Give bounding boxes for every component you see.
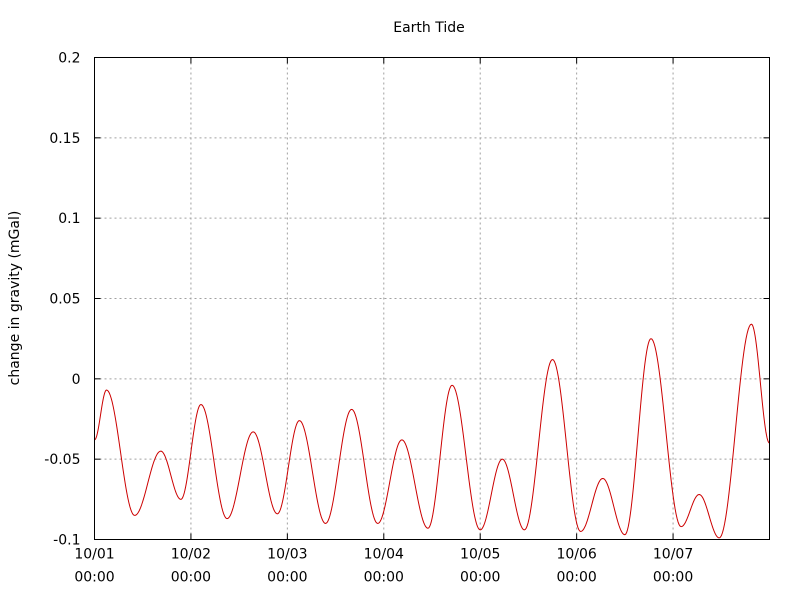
y-tick-label: -0.05 <box>44 452 80 468</box>
y-tick-label: 0.2 <box>58 51 80 67</box>
x-tick-label-date: 10/06 <box>556 547 596 563</box>
x-tick-label-time: 00:00 <box>171 570 211 586</box>
x-tick-label-time: 00:00 <box>267 570 307 586</box>
y-tick-label: 0.05 <box>49 292 80 308</box>
chart-title: Earth Tide <box>393 20 465 36</box>
x-tick-label-date: 10/05 <box>460 547 500 563</box>
x-tick-label-time: 00:00 <box>364 570 404 586</box>
x-tick-label-time: 00:00 <box>556 570 596 586</box>
tide-series-line <box>94 323 770 539</box>
y-tick-label: 0.15 <box>49 131 80 147</box>
x-tick-label-date: 10/02 <box>171 547 211 563</box>
x-tick-label-time: 00:00 <box>653 570 693 586</box>
x-tick-label-date: 10/03 <box>267 547 307 563</box>
x-tick-label-date: 10/07 <box>653 547 693 563</box>
x-tick-label-time: 00:00 <box>74 570 114 586</box>
y-axis-label: change in gravity (mGal) <box>7 211 23 386</box>
y-tick-label: 0 <box>72 372 81 388</box>
y-tick-label: 0.1 <box>58 211 80 227</box>
x-tick-label-time: 00:00 <box>460 570 500 586</box>
grid-lines <box>94 57 770 540</box>
series-layer <box>94 323 770 539</box>
tick-labels: 0.2 0.15 0.1 0.05 0 -0.05 -0.110/01 00:00 10/02 0… <box>44 51 693 586</box>
y-tick-label: -0.1 <box>53 533 80 549</box>
tick-marks <box>94 57 770 540</box>
x-tick-label-date: 10/04 <box>364 547 404 563</box>
x-tick-label-date: 10/01 <box>74 547 114 563</box>
